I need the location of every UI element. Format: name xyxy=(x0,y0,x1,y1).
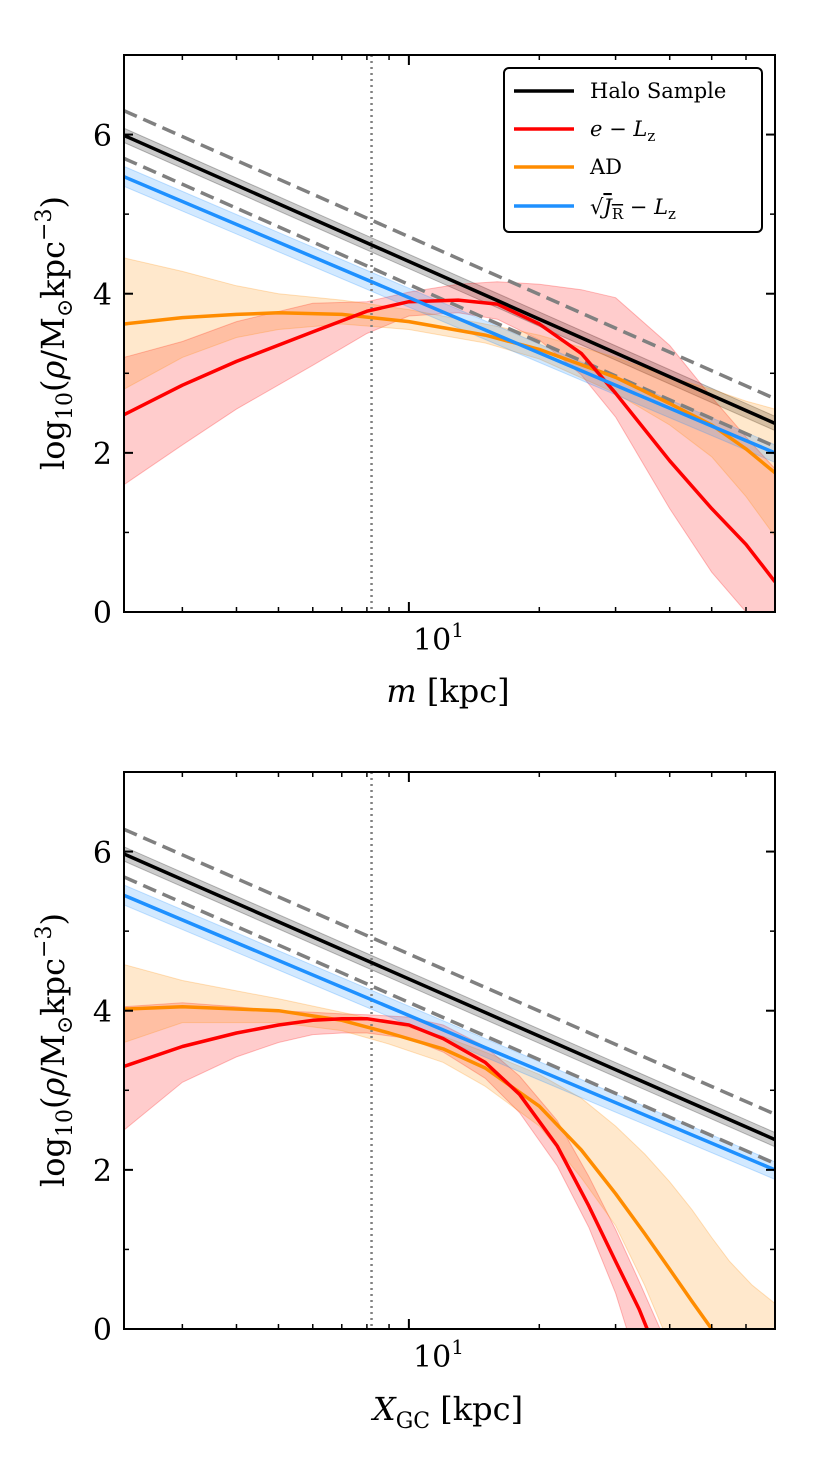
bottom-band-e-lz xyxy=(124,1002,661,1329)
bottom-line-halo-upper-dashed xyxy=(124,827,775,1116)
legend-label-halo-sample: Halo Sample xyxy=(590,79,726,103)
top-axes-frame xyxy=(123,54,776,613)
bottom-xlabel: XGC [kpc] xyxy=(370,1390,523,1434)
bottom-ylabel: log10(ρ/M⊙kpc−3) xyxy=(32,913,78,1187)
bottom-ytick-label-6: 6 xyxy=(93,836,112,871)
legend-box xyxy=(503,67,763,233)
top-band-e-lz xyxy=(124,281,775,612)
top-line-e-lz xyxy=(124,298,775,583)
top-xtick-label-10: 101 xyxy=(413,618,464,658)
bottom-line-halo-lower-dashed xyxy=(124,875,775,1166)
legend-label-jr-lz: √JR − Lz xyxy=(590,195,676,223)
top-line-halo-sample xyxy=(124,133,775,426)
top-line-halo-upper-dashed xyxy=(124,109,775,401)
top-ytick-label-0: 0 xyxy=(93,596,112,631)
legend: Halo Sample e − Lz AD √JR − Lz xyxy=(503,67,763,233)
top-panel: 0 2 4 6 101 m [kpc] log10(ρ/M⊙kpc−3) Hal… xyxy=(32,54,776,710)
top-xlabel: m [kpc] xyxy=(386,672,509,710)
top-ytick-label-2: 2 xyxy=(93,437,112,472)
top-band-ad xyxy=(124,257,775,538)
bottom-band-ad xyxy=(124,964,775,1329)
top-ytick-label-6: 6 xyxy=(93,119,112,154)
bottom-ytick-label-4: 4 xyxy=(93,995,112,1030)
top-series-lines xyxy=(124,55,775,612)
bottom-ytick-label-2: 2 xyxy=(93,1154,112,1189)
legend-label-e-lz: e − Lz xyxy=(590,117,655,145)
bottom-axes-frame xyxy=(123,771,776,1330)
bottom-line-e-lz xyxy=(124,1016,650,1329)
bottom-line-jr-lz xyxy=(124,893,775,1172)
bottom-line-halo-sample xyxy=(124,852,775,1142)
bottom-line-ad xyxy=(124,1004,714,1329)
top-ylabel: log10(ρ/M⊙kpc−3) xyxy=(32,196,78,470)
bottom-xtick-label-10: 101 xyxy=(413,1335,464,1375)
bottom-series-lines xyxy=(124,772,775,1329)
top-line-halo-lower-dashed xyxy=(124,156,775,449)
bottom-panel: 0 2 4 6 101 XGC [kpc] log10(ρ/M⊙kpc−3) xyxy=(32,771,776,1434)
bottom-ytick-label-0: 0 xyxy=(93,1313,112,1348)
top-line-jr-lz xyxy=(124,175,775,455)
top-ytick-label-4: 4 xyxy=(93,278,112,313)
legend-label-ad: AD xyxy=(589,155,622,179)
